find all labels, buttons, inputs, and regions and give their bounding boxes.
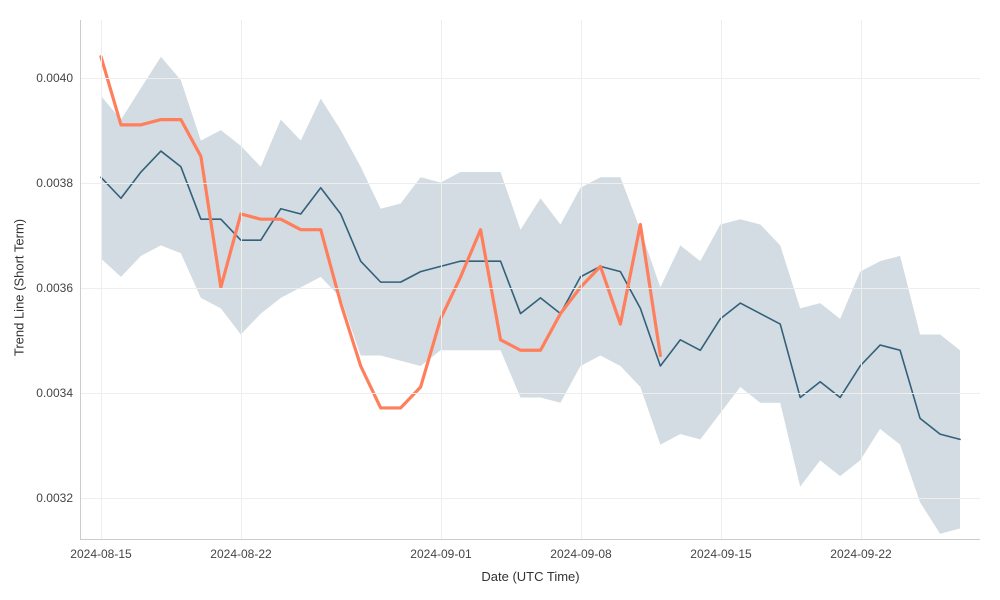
- y-tick-label: 0.0038: [36, 176, 73, 190]
- grid-line-vertical: [441, 20, 442, 539]
- grid-line-vertical: [721, 20, 722, 539]
- x-tick-label: 2024-09-08: [550, 547, 611, 561]
- confidence-band: [101, 57, 960, 534]
- y-tick-label: 0.0032: [36, 491, 73, 505]
- grid-line-vertical: [861, 20, 862, 539]
- grid-line-horizontal: [81, 498, 980, 499]
- x-tick-label: 2024-09-15: [690, 547, 751, 561]
- plot-svg: [81, 20, 980, 539]
- y-tick-label: 0.0040: [36, 71, 73, 85]
- x-tick-label: 2024-09-22: [830, 547, 891, 561]
- plot-area: Date (UTC Time) Trend Line (Short Term) …: [80, 20, 980, 540]
- trend-chart: Date (UTC Time) Trend Line (Short Term) …: [0, 0, 1000, 600]
- x-tick-label: 2024-08-22: [210, 547, 271, 561]
- grid-line-horizontal: [81, 393, 980, 394]
- x-axis-label: Date (UTC Time): [481, 569, 579, 584]
- grid-line-horizontal: [81, 183, 980, 184]
- grid-line-vertical: [241, 20, 242, 539]
- y-tick-label: 0.0036: [36, 281, 73, 295]
- y-tick-label: 0.0034: [36, 386, 73, 400]
- grid-line-horizontal: [81, 288, 980, 289]
- grid-line-vertical: [581, 20, 582, 539]
- x-tick-label: 2024-09-01: [410, 547, 471, 561]
- grid-line-vertical: [101, 20, 102, 539]
- y-axis-label: Trend Line (Short Term): [12, 218, 27, 355]
- grid-line-horizontal: [81, 78, 980, 79]
- x-tick-label: 2024-08-15: [70, 547, 131, 561]
